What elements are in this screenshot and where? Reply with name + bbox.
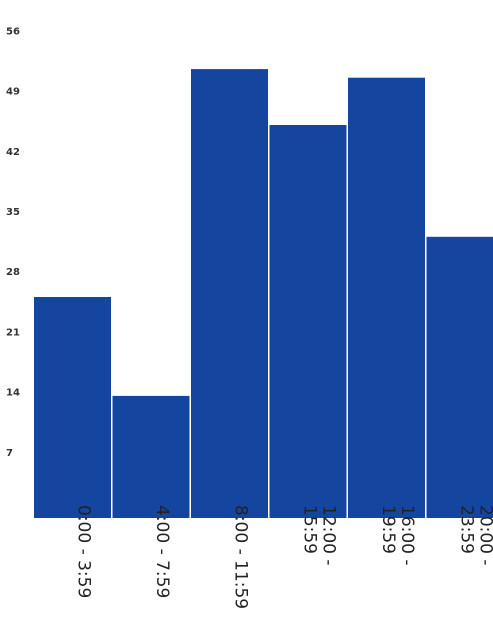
- y-tick-label: 35: [6, 207, 20, 218]
- x-tick-label-line: 20:00 -: [476, 505, 493, 566]
- y-axis: 7 14 21 28 35 42 49 56: [6, 26, 20, 458]
- bar: [191, 69, 268, 518]
- x-tick-label-line: 0:00 - 3:59: [74, 505, 94, 598]
- x-tick-label-line: 12:00 -: [319, 505, 339, 566]
- bar: [112, 395, 190, 518]
- x-tick-label-line: 23:59: [457, 505, 477, 554]
- x-tick-label-line: 19:59: [378, 505, 398, 554]
- x-tick-label: 20:00 -23:59: [457, 505, 493, 566]
- y-tick-label: 21: [6, 327, 20, 338]
- bar: [426, 236, 493, 519]
- x-tick-label: 12:00 -15:59: [300, 505, 339, 566]
- x-tick-label: 8:00 - 11:59: [231, 505, 251, 609]
- y-tick-label: 49: [6, 87, 20, 98]
- x-tick-label: 4:00 - 7:59: [152, 505, 172, 598]
- x-tick-label-line: 8:00 - 11:59: [231, 505, 251, 609]
- x-axis: 0:00 - 3:59 4:00 - 7:59 8:00 - 11:59 12:00 …: [74, 505, 493, 609]
- y-tick-label: 14: [6, 388, 20, 399]
- bar: [348, 77, 425, 518]
- x-tick-label: 0:00 - 3:59: [74, 505, 94, 598]
- bar: [34, 297, 111, 518]
- bar: [269, 125, 347, 518]
- y-tick-label: 28: [6, 267, 20, 278]
- x-tick-label-line: 4:00 - 7:59: [152, 505, 172, 598]
- x-tick-label-line: 16:00 -: [397, 505, 417, 566]
- y-tick-label: 42: [6, 147, 20, 158]
- bars: [34, 69, 493, 519]
- y-tick-label: 56: [6, 26, 20, 37]
- x-tick-label-line: 15:59: [300, 505, 320, 554]
- x-tick-label: 16:00 -19:59: [378, 505, 417, 566]
- y-tick-label: 7: [6, 448, 13, 459]
